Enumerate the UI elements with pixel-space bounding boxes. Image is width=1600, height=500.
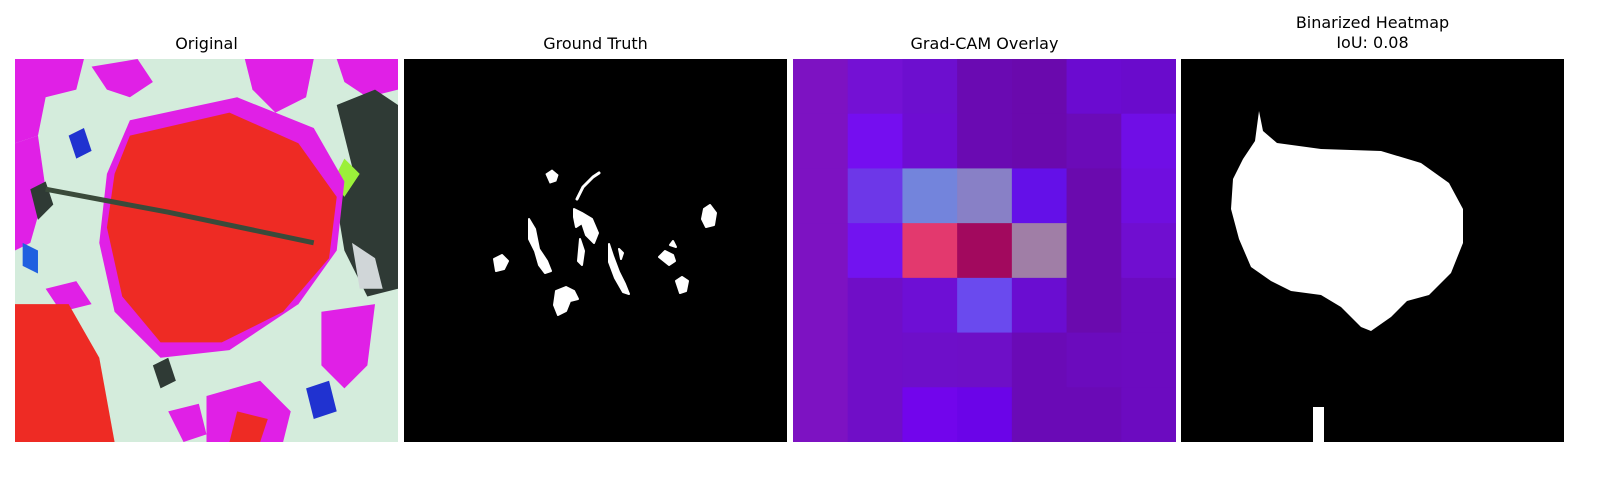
- heatmap-cell: [793, 113, 849, 170]
- heatmap-cell: [902, 223, 959, 279]
- panel-title: Grad-CAM Overlay: [910, 34, 1059, 53]
- heatmap-cell: [957, 223, 1013, 279]
- heatmap-cell: [1011, 223, 1068, 279]
- heatmap-cell: [793, 332, 849, 389]
- heatmap-cell: [902, 59, 959, 115]
- gradcam-heatmap: [793, 59, 1176, 442]
- heatmap-cell: [1066, 168, 1123, 225]
- heatmap-cell: [847, 168, 904, 225]
- panel-title: Ground Truth: [543, 34, 648, 53]
- heatmap-cell: [1011, 387, 1068, 442]
- heatmap-cell: [1121, 223, 1176, 279]
- heatmap-cell: [902, 277, 959, 334]
- panel-subtitle: IoU: 0.08: [1336, 33, 1409, 52]
- heatmap-cell: [1066, 332, 1123, 389]
- ground-truth-mask: [404, 59, 787, 442]
- heatmap-cell: [847, 387, 904, 442]
- heatmap-cell: [902, 168, 959, 225]
- heatmap-cell: [847, 113, 904, 170]
- panel-title: Binarized Heatmap: [1295, 13, 1450, 32]
- heatmap-cell: [1121, 59, 1176, 115]
- panel-title: Original: [175, 34, 238, 53]
- heatmap-cell: [1066, 223, 1123, 279]
- heatmap-cell: [902, 113, 959, 170]
- heatmap-cell: [1011, 277, 1068, 334]
- heatmap-cell: [847, 277, 904, 334]
- heatmap-cell: [957, 168, 1013, 225]
- heatmap-cell: [1121, 332, 1176, 389]
- heatmap-cell: [1066, 277, 1123, 334]
- heatmap-cell: [793, 223, 849, 279]
- heatmap-cell: [1011, 113, 1068, 170]
- heatmap-cell: [902, 332, 959, 389]
- heatmap-cell: [902, 387, 959, 442]
- heatmap-cell: [957, 387, 1013, 442]
- panel-ground-truth: Ground Truth: [404, 0, 787, 500]
- heatmap-cell: [793, 59, 849, 115]
- heatmap-cell: [793, 168, 849, 225]
- panel-gradcam: Grad-CAM Overlay: [793, 0, 1176, 500]
- heatmap-cell: [957, 277, 1013, 334]
- heatmap-cell: [1066, 59, 1123, 115]
- heatmap-cell: [1121, 387, 1176, 442]
- heatmap-cell: [847, 223, 904, 279]
- heatmap-cell: [847, 332, 904, 389]
- heatmap-cell: [957, 113, 1013, 170]
- panel-original: Original: [15, 0, 398, 500]
- binarized-mask: [1181, 59, 1564, 442]
- heatmap-cell: [1011, 168, 1068, 225]
- heatmap-cell: [793, 277, 849, 334]
- heatmap-cell: [957, 332, 1013, 389]
- original-image: [15, 59, 398, 442]
- heatmap-cell: [1066, 387, 1123, 442]
- heatmap-cell: [1121, 113, 1176, 170]
- panel-binarized: Binarized Heatmap IoU: 0.08: [1181, 0, 1564, 500]
- heatmap-cell: [1121, 168, 1176, 225]
- heatmap-cell: [847, 59, 904, 115]
- heatmap-cell: [1011, 59, 1068, 115]
- heatmap-cell: [793, 387, 849, 442]
- heatmap-cell: [957, 59, 1013, 115]
- heatmap-cell: [1066, 113, 1123, 170]
- heatmap-cell: [1121, 277, 1176, 334]
- heatmap-cell: [1011, 332, 1068, 389]
